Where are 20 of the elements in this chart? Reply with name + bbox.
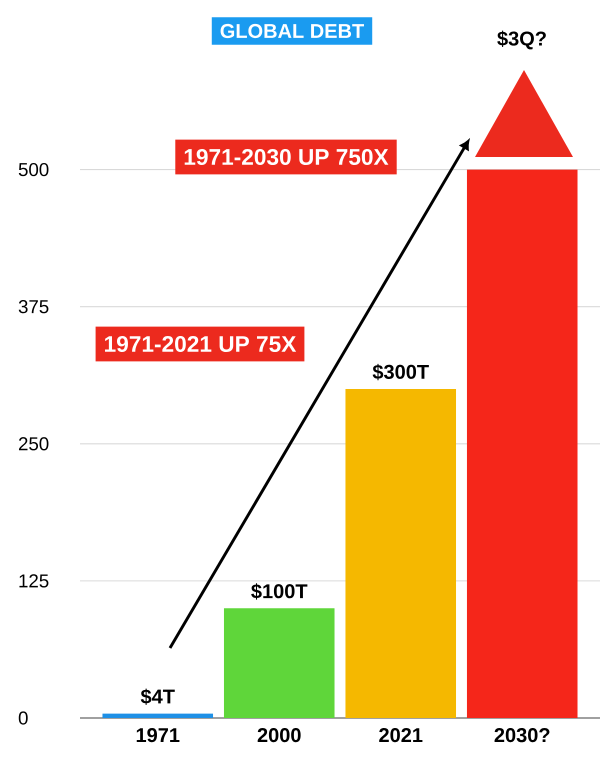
x-tick-label: 2000	[258, 728, 301, 742]
annotation: 1971-2030 UP 750X	[184, 148, 389, 166]
x-tick-label: 2021	[379, 728, 423, 742]
y-tick-label: 500	[18, 162, 49, 176]
bar	[102, 714, 214, 718]
y-tick-label: 125	[20, 574, 49, 588]
annotation: 1971-2021 UP 75X	[105, 336, 296, 352]
data-label: $100T	[251, 583, 308, 600]
x-tick-label: 2030?	[494, 728, 550, 742]
y-tick-label: 375	[18, 300, 49, 314]
chart-title: GLOBAL DEBT	[220, 24, 364, 38]
bar	[224, 608, 335, 718]
data-label: $300T	[372, 364, 429, 380]
bar	[467, 170, 578, 718]
y-tick-label: 250	[19, 437, 49, 450]
y-tick-label: 0	[18, 711, 28, 725]
bar	[346, 388, 456, 718]
data-label: $4T	[140, 688, 175, 705]
x-tick-label: 1971	[136, 728, 180, 742]
annotation: $3Q?	[497, 30, 546, 50]
